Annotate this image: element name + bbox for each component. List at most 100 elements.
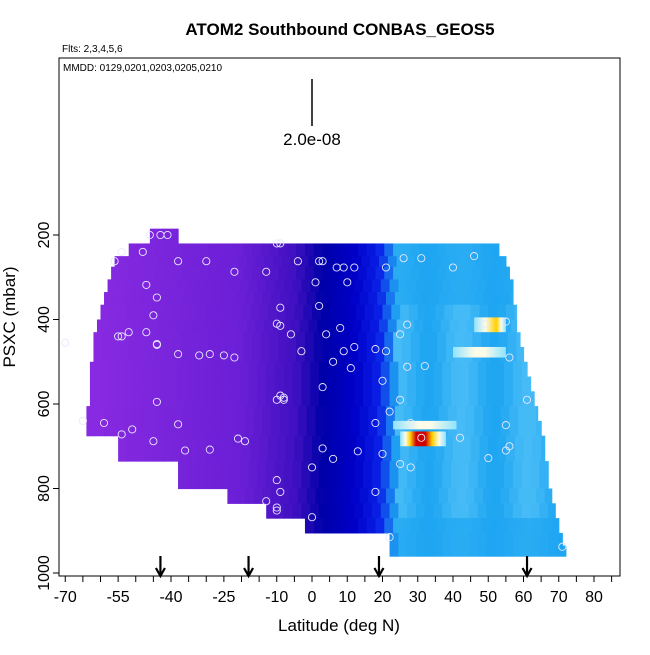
heatmap-cell	[419, 332, 429, 348]
heatmap-cell	[386, 420, 396, 437]
heatmap-cell	[539, 503, 549, 519]
heatmap-cell	[541, 435, 546, 449]
heatmap-cell	[93, 346, 103, 363]
heatmap-cell	[204, 279, 214, 293]
heatmap-cell	[394, 488, 405, 504]
heatmap-cell	[421, 406, 431, 422]
heatmap-cell	[186, 473, 197, 490]
heatmap-cell	[486, 545, 496, 557]
heatmap-cell	[269, 266, 280, 280]
heatmap-cell	[433, 503, 444, 519]
heatmap-cell	[349, 518, 359, 534]
data-point	[195, 351, 204, 360]
heatmap-cell	[174, 420, 184, 437]
heatmap-cell	[403, 292, 414, 306]
scale-bar: 2.0e-08	[283, 79, 341, 149]
heatmap-cell	[179, 435, 190, 449]
heatmap-cell	[371, 473, 382, 490]
heatmap-cell	[484, 256, 495, 268]
heatmap-cell	[472, 518, 482, 534]
heatmap-cell	[283, 376, 294, 392]
heatmap-cell	[389, 391, 399, 407]
heatmap-cell	[181, 243, 191, 257]
heatmap-cell	[241, 448, 251, 462]
heatmap-cell	[490, 243, 500, 257]
heatmap-cell	[465, 488, 475, 504]
heatmap-cell	[186, 391, 197, 407]
heatmap-cell	[195, 461, 206, 475]
heatmap-cell	[486, 361, 496, 378]
heatmap-cell	[223, 304, 234, 321]
heatmap-cell	[451, 461, 461, 475]
data-point	[297, 347, 306, 356]
heatmap-cell	[319, 361, 329, 378]
heatmap-cell	[556, 545, 567, 557]
heatmap-cell	[266, 279, 276, 293]
heatmap-cell	[451, 545, 461, 557]
heatmap-cell	[234, 266, 244, 280]
heatmap-cell	[151, 361, 162, 378]
heatmap-cell	[442, 376, 452, 392]
heatmap-cell	[327, 473, 338, 490]
heatmap-cell	[248, 473, 258, 490]
heatmap-cell	[306, 406, 317, 422]
heatmap-cell	[530, 473, 540, 490]
heatmap-cell	[357, 346, 368, 363]
heatmap-cell	[274, 503, 285, 519]
heatmap-cell	[319, 279, 329, 293]
heatmap-cell	[453, 448, 463, 462]
heatmap-cell	[158, 319, 169, 333]
heatmap-cell	[178, 361, 188, 378]
heatmap-cell	[297, 406, 308, 422]
heatmap-cell	[301, 279, 311, 293]
heatmap-cell	[322, 518, 332, 534]
heatmap-cell	[491, 488, 502, 504]
heatmap-cell	[512, 503, 523, 519]
heatmap-cell	[121, 420, 132, 437]
heatmap-cell	[125, 376, 135, 392]
heatmap-cell	[153, 435, 163, 449]
data-point	[142, 328, 151, 337]
heatmap-cell	[225, 243, 236, 257]
heatmap-cell	[107, 361, 117, 378]
heatmap-cell	[357, 518, 368, 534]
heatmap-cell	[319, 473, 329, 490]
heatmap-cell	[460, 391, 470, 407]
heatmap-cell	[104, 292, 114, 306]
heatmap-cell	[495, 473, 505, 490]
heatmap-cell	[453, 435, 463, 449]
heatmap-cell	[178, 279, 188, 293]
data-point	[174, 257, 183, 266]
heatmap-cell	[354, 461, 364, 475]
heatmap-cell	[472, 243, 482, 257]
heatmap-cell	[368, 292, 378, 306]
heatmap-cell	[195, 279, 206, 293]
heatmap-cell	[163, 332, 174, 348]
heatmap-cell	[495, 545, 505, 557]
heatmap-cell	[322, 266, 332, 280]
heatmap-cell	[301, 461, 311, 475]
heatmap-cell	[548, 545, 558, 557]
heatmap-cell	[276, 304, 287, 321]
heatmap-cell	[206, 448, 216, 462]
heatmap-cell	[417, 304, 428, 321]
heatmap-cell	[174, 406, 184, 422]
heatmap-cell	[278, 346, 288, 363]
heatmap-cell	[364, 448, 375, 462]
heatmap-cell	[428, 243, 438, 257]
heatmap-cell	[394, 292, 405, 306]
heatmap-cell	[250, 435, 260, 449]
heatmap-cell	[155, 346, 165, 363]
heatmap-cell	[419, 518, 429, 534]
heatmap-cell	[289, 406, 299, 422]
heatmap-cell	[481, 266, 491, 280]
heatmap-cell	[354, 279, 364, 293]
heatmap-cell	[227, 488, 237, 504]
heatmap-cell	[495, 532, 505, 547]
data-point	[152, 293, 161, 302]
heatmap-cell	[289, 488, 299, 504]
x-tick-label: 70	[550, 589, 568, 606]
heatmap-cell	[257, 473, 267, 490]
heatmap-cell	[377, 406, 387, 422]
heatmap-cell	[269, 332, 280, 348]
